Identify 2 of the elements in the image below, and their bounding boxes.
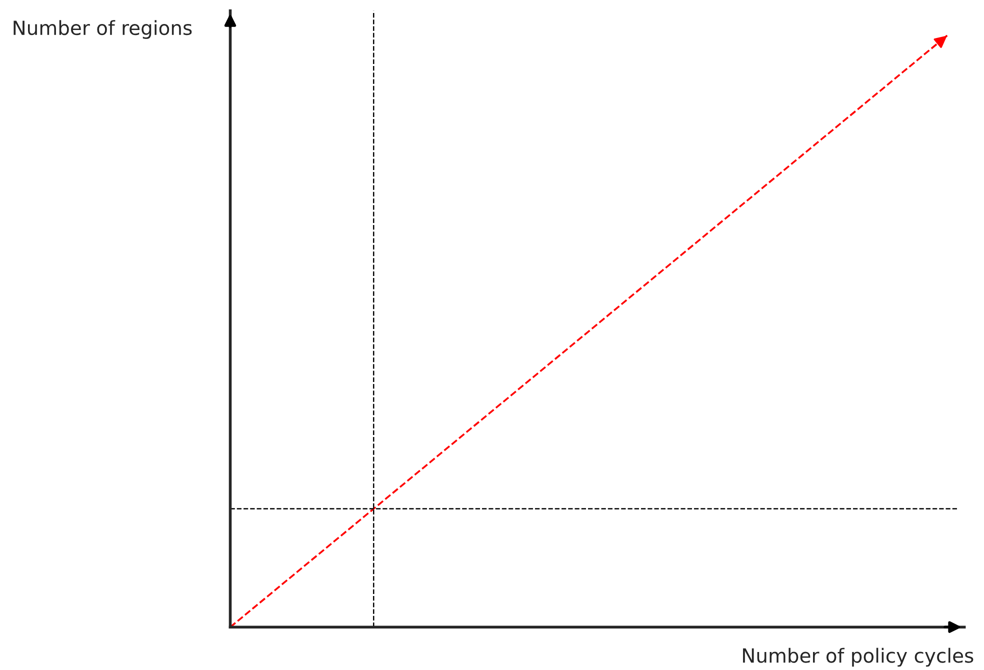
x-axis-title: Number of policy cycles: [743, 648, 974, 667]
y-axis-title: Number of regions: [14, 20, 192, 39]
